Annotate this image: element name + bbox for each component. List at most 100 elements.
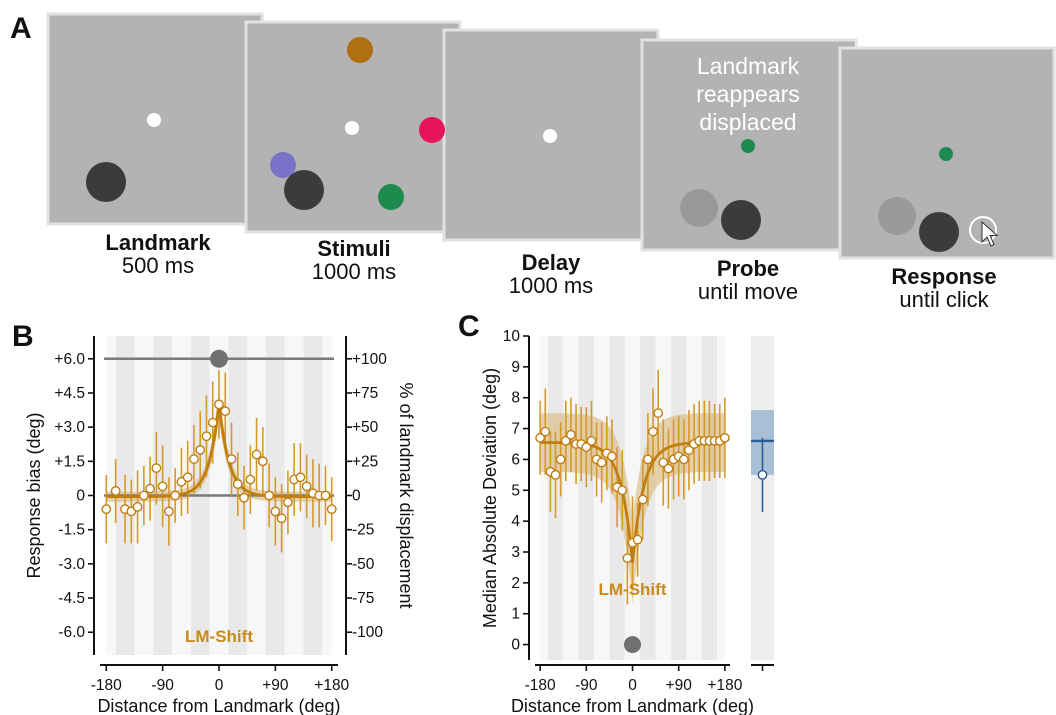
data-point [110, 486, 121, 496]
y-right-tick-label: -75 [352, 590, 374, 607]
y-right-tick-label: 0 [352, 488, 361, 505]
y-tick-label: 2 [511, 575, 520, 592]
data-point [232, 479, 243, 490]
stimulus-pink [419, 117, 445, 143]
background-band [578, 336, 595, 660]
data-point [586, 436, 597, 446]
data-point [678, 454, 689, 465]
y-right-tick-label: -100 [352, 624, 383, 641]
y-tick-label: 5 [511, 482, 520, 499]
data-point [226, 454, 237, 464]
lm-shift-label: LM-Shift [599, 580, 667, 599]
data-point [195, 445, 206, 455]
background-band [563, 336, 579, 660]
data-point [189, 454, 199, 464]
x-tick-label: +180 [314, 677, 349, 694]
data-point [632, 534, 643, 545]
fixation-dot [543, 129, 557, 143]
data-point [566, 429, 576, 440]
y-right-tick-label: -50 [352, 556, 375, 573]
data-point [320, 490, 331, 501]
background-band [686, 336, 702, 660]
y-tick-label: 6 [511, 451, 520, 468]
data-point [101, 504, 112, 515]
data-point [138, 490, 149, 501]
screen-duration: 1000 ms [312, 259, 396, 284]
background-band [701, 336, 718, 660]
displaced-landmark [919, 212, 959, 252]
x-tick-label: +180 [707, 677, 742, 694]
probe-target [741, 139, 755, 153]
screen-title: Probe [717, 256, 779, 281]
data-point [560, 436, 571, 446]
y-tick-label: 10 [503, 328, 521, 345]
data-point [648, 426, 658, 437]
control-point [757, 469, 768, 480]
x-tick-label: -90 [151, 677, 174, 694]
data-point [182, 472, 193, 483]
data-point [555, 454, 566, 465]
original-landmark-ghost [878, 197, 916, 235]
data-point [245, 474, 256, 485]
data-point [132, 501, 143, 512]
data-point [207, 417, 218, 428]
fixation-dot [345, 121, 359, 135]
data-point [658, 457, 669, 468]
y-tick-label: 4 [511, 513, 520, 530]
data-point [214, 399, 224, 410]
y-tick-label: 0 [76, 488, 85, 505]
y-tick-label: 9 [511, 359, 520, 376]
screen-duration: until click [899, 287, 989, 312]
landmark-disc [284, 170, 324, 210]
y-tick-label: +6.0 [54, 351, 85, 368]
data-point [163, 506, 174, 517]
response-cursor-ring [969, 216, 997, 244]
lm-shift-label: LM-Shift [185, 627, 253, 646]
screen-title: Delay [522, 250, 581, 275]
panel-label-b: B [12, 320, 34, 353]
data-point [540, 426, 551, 437]
data-point [617, 485, 628, 496]
y-axis-label: Median Absolute Deviation (deg) [480, 368, 500, 628]
x-tick-label: -180 [525, 677, 556, 694]
background-band [717, 336, 725, 660]
data-point [264, 490, 275, 501]
data-point [607, 451, 617, 462]
data-point [282, 497, 293, 508]
x-axis-label: Distance from Landmark (deg) [97, 696, 340, 715]
panel-b-chart: B +6.0 +100 +4.5 +75 +3.0 +50 +1.5 +25 0 0 -1.5 -25… [12, 320, 416, 715]
x-tick-label: -90 [575, 677, 598, 694]
screen-duration: until move [698, 279, 798, 304]
landmark-marker [624, 636, 641, 654]
data-point [550, 469, 561, 480]
data-point [719, 432, 730, 443]
data-point [596, 457, 607, 468]
stimulus-green [378, 184, 404, 210]
data-point [276, 513, 287, 524]
y-axis-label-right: % of landmark displacement [396, 382, 416, 608]
y-tick-label: 7 [511, 421, 520, 438]
y-right-tick-label: +75 [352, 385, 378, 402]
y-right-tick-label: +25 [352, 453, 378, 470]
x-tick-label: -180 [91, 677, 122, 694]
data-point [251, 449, 262, 460]
stimulus-brown [347, 37, 373, 63]
y-tick-label: 1 [511, 606, 520, 623]
y-tick-label: 3 [511, 544, 520, 561]
data-point [684, 445, 694, 456]
y-tick-label: 0 [511, 637, 520, 654]
screen-title: Stimuli [317, 236, 390, 261]
landmark-disc [86, 162, 126, 202]
y-tick-label: -6.0 [58, 624, 85, 641]
data-point [642, 454, 653, 465]
probe-target [939, 147, 953, 161]
mouse-pointer-icon [981, 220, 999, 247]
data-point [637, 494, 648, 505]
y-tick-label: 8 [511, 390, 520, 407]
data-point [653, 408, 664, 419]
x-tick-label: +90 [666, 677, 693, 694]
data-point [145, 483, 156, 494]
y-right-tick-label: +50 [352, 419, 379, 436]
y-tick-label: +3.0 [54, 419, 85, 436]
data-point [301, 481, 312, 492]
